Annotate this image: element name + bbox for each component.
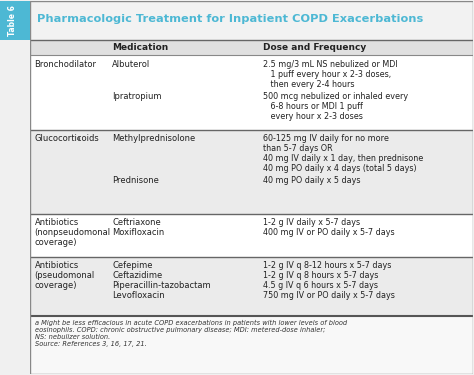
Text: a: a [77,136,80,141]
Text: then every 2-4 hours: then every 2-4 hours [263,80,354,89]
Text: Ceftriaxone: Ceftriaxone [112,218,161,227]
Text: 60-125 mg IV daily for no more: 60-125 mg IV daily for no more [263,134,389,143]
Text: every hour x 2-3 doses: every hour x 2-3 doses [263,112,363,121]
Text: a Might be less efficacious in acute COPD exacerbations in patients with lower l: a Might be less efficacious in acute COP… [35,320,346,347]
Text: (nonpseudomonal: (nonpseudomonal [35,228,110,237]
Bar [30,316,474,374]
Text: Piperacillin-tazobactam: Piperacillin-tazobactam [112,281,211,290]
Bar [30,130,474,214]
Text: 500 mcg nebulized or inhaled every: 500 mcg nebulized or inhaled every [263,92,408,101]
Text: 4.5 g IV q 6 hours x 5-7 days: 4.5 g IV q 6 hours x 5-7 days [263,281,378,290]
Bar [0,1,30,40]
Text: Methylprednisolone: Methylprednisolone [112,134,195,143]
Bar [30,1,474,40]
Text: Levofloxacin: Levofloxacin [112,291,164,300]
Bar [30,257,474,316]
Text: Ipratropium: Ipratropium [112,92,162,101]
Text: 2.5 mg/3 mL NS nebulized or MDI: 2.5 mg/3 mL NS nebulized or MDI [263,60,397,69]
Text: Bronchodilator: Bronchodilator [35,60,97,69]
Text: 400 mg IV or PO daily x 5-7 days: 400 mg IV or PO daily x 5-7 days [263,228,394,237]
Text: Cefepime: Cefepime [112,261,153,270]
Bar [30,40,474,55]
Text: 750 mg IV or PO daily x 5-7 days: 750 mg IV or PO daily x 5-7 days [263,291,395,300]
Text: 40 mg PO daily x 4 days (total 5 days): 40 mg PO daily x 4 days (total 5 days) [263,165,416,174]
Bar [30,214,474,257]
Text: Dose and Frequency: Dose and Frequency [263,43,366,52]
Text: coverage): coverage) [35,281,77,290]
Text: Prednisone: Prednisone [112,177,159,186]
Text: 1-2 g IV q 8-12 hours x 5-7 days: 1-2 g IV q 8-12 hours x 5-7 days [263,261,391,270]
Text: Antibiotics: Antibiotics [35,218,79,227]
Text: 6-8 hours or MDI 1 puff: 6-8 hours or MDI 1 puff [263,102,363,111]
Text: Table 6: Table 6 [8,5,17,36]
Text: coverage): coverage) [35,238,77,248]
Text: Ceftazidime: Ceftazidime [112,271,162,280]
Bar [30,55,474,130]
Text: than 5-7 days OR: than 5-7 days OR [263,144,332,153]
Text: Antibiotics: Antibiotics [35,261,79,270]
Text: (pseudomonal: (pseudomonal [35,271,95,280]
Text: Moxifloxacin: Moxifloxacin [112,228,164,237]
Text: Albuterol: Albuterol [112,60,150,69]
Text: 40 mg IV daily x 1 day, then prednisone: 40 mg IV daily x 1 day, then prednisone [263,154,423,164]
Text: 40 mg PO daily x 5 days: 40 mg PO daily x 5 days [263,177,360,186]
Text: 1-2 g IV daily x 5-7 days: 1-2 g IV daily x 5-7 days [263,218,360,227]
Text: 1-2 g IV q 8 hours x 5-7 days: 1-2 g IV q 8 hours x 5-7 days [263,271,378,280]
Text: Pharmacologic Treatment for Inpatient COPD Exacerbations: Pharmacologic Treatment for Inpatient CO… [36,14,423,24]
Text: 1 puff every hour x 2-3 doses,: 1 puff every hour x 2-3 doses, [263,70,391,79]
Text: Medication: Medication [112,43,168,52]
Text: Glucocorticoids: Glucocorticoids [35,134,99,143]
